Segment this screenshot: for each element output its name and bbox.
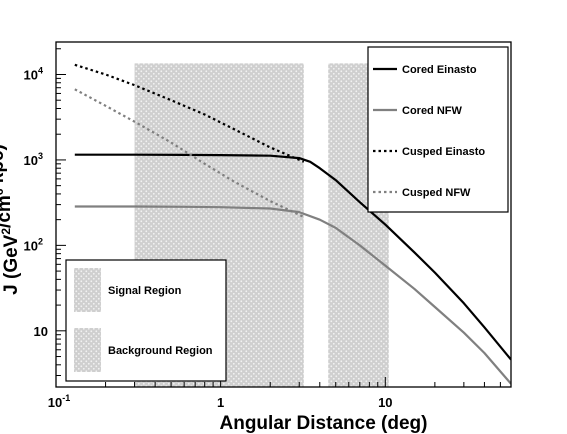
y-tick-label: 104 <box>24 65 43 82</box>
y-axis-title: J (GeV2/cm6 kpc) <box>0 144 22 295</box>
y-tick-label: 103 <box>24 151 43 168</box>
y-tick-label: 102 <box>24 236 43 253</box>
legend-regions: Signal Region Background Region <box>65 259 227 382</box>
cored-nfw-line <box>74 205 511 385</box>
signal-region-legend-swatch <box>74 268 101 312</box>
cusped-nfw-line <box>74 88 305 218</box>
x-tick-label: 10 <box>378 395 392 410</box>
y-tick-label: 10 <box>34 324 48 339</box>
cored-einasto-line <box>74 153 511 361</box>
tick-labels: 10-1 1 10 10 102 103 104 <box>24 65 393 410</box>
cusped-nfw-legend-label: Cusped NFW <box>402 187 471 199</box>
background-region-legend-label: Background Region <box>108 345 213 357</box>
background-region-legend-swatch <box>74 328 101 372</box>
x-tick-label: 10-1 <box>48 393 70 410</box>
cusped-einasto-legend-label: Cusped Einasto <box>402 146 485 158</box>
axis-ticks <box>55 48 501 387</box>
x-axis-title: Angular Distance (deg) <box>220 413 428 434</box>
cored-einasto-legend-label: Cored Einasto <box>402 64 477 76</box>
legend-series: Cored Einasto Cored NFW Cusped Einasto Cusp… <box>367 46 509 213</box>
plot-frame <box>55 41 512 388</box>
signal-region-legend-label: Signal Region <box>108 285 182 297</box>
series-legend-box <box>367 46 509 213</box>
cusped-einasto-line <box>74 63 305 163</box>
x-tick-label: 1 <box>217 395 224 410</box>
cored-nfw-legend-label: Cored NFW <box>402 105 463 117</box>
series-lines <box>74 63 511 385</box>
